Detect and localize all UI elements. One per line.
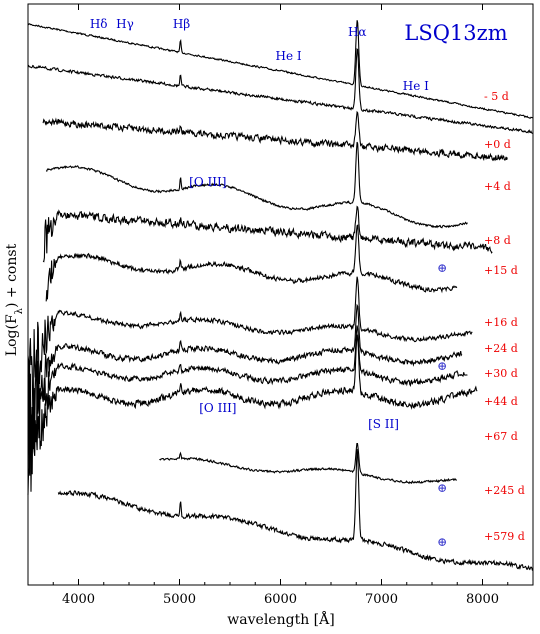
epoch-label: +16 d [484, 316, 518, 329]
spectrum-line [27, 303, 463, 455]
telluric-marker: ⊕ [437, 261, 447, 275]
epoch-label: +4 d [484, 180, 511, 193]
spectrum-line [42, 110, 508, 162]
x-tick-label: 5000 [163, 592, 196, 607]
epoch-label: - 5 d [484, 90, 509, 103]
spectrum-line [27, 325, 468, 476]
epoch-label: +24 d [484, 342, 518, 355]
spectrum-line [42, 205, 493, 263]
spectrum-line [45, 141, 468, 229]
chart-title: LSQ13zm [404, 21, 507, 45]
telluric-marker: ⊕ [437, 359, 447, 373]
x-tick-label: 8000 [466, 592, 499, 607]
annotations-group: - 5 d +0 d +4 d +8 d +15 d +16 d +24 d +30 d +44… [90, 17, 525, 549]
line-id-label: Hα [348, 25, 367, 39]
line-id-label: Hγ [116, 17, 134, 31]
epoch-label: +8 d [484, 234, 511, 247]
telluric-marker: ⊕ [437, 481, 447, 495]
spectrum-line [27, 47, 533, 134]
spectra-series-group [27, 20, 534, 572]
x-tick-label: 7000 [365, 592, 398, 607]
spectrum-line [27, 276, 473, 424]
epoch-label: +579 d [484, 530, 525, 543]
telluric-marker: ⊕ [437, 535, 447, 549]
spectrum-line [27, 334, 478, 496]
line-id-label: He I [276, 49, 302, 63]
spectrum-line [57, 449, 534, 572]
epoch-label: +44 d [484, 395, 518, 408]
spectrum-line [159, 442, 458, 485]
x-tick-label: 6000 [264, 592, 297, 607]
epoch-label: +0 d [484, 138, 511, 151]
line-id-label: Hβ [173, 17, 190, 31]
line-id-label: [O III] [189, 175, 226, 189]
spectrum-line [27, 20, 533, 119]
spectrum-line [45, 224, 458, 302]
x-axis-ticks: 4000 5000 6000 7000 8000 [27, 4, 534, 607]
epoch-label: +67 d [484, 430, 518, 443]
epoch-label: +15 d [484, 264, 518, 277]
y-axis-label: Log(Fλ) + const [4, 243, 25, 356]
epoch-label: +245 d [484, 484, 525, 497]
line-id-label: He I [403, 79, 429, 93]
x-tick-label: 4000 [62, 592, 95, 607]
line-id-label: [S II] [368, 417, 399, 431]
line-id-label: [O III] [199, 401, 236, 415]
x-axis-label: wavelength [Å] [227, 610, 334, 628]
line-id-label: Hδ [90, 17, 108, 31]
epoch-label: +30 d [484, 367, 518, 380]
